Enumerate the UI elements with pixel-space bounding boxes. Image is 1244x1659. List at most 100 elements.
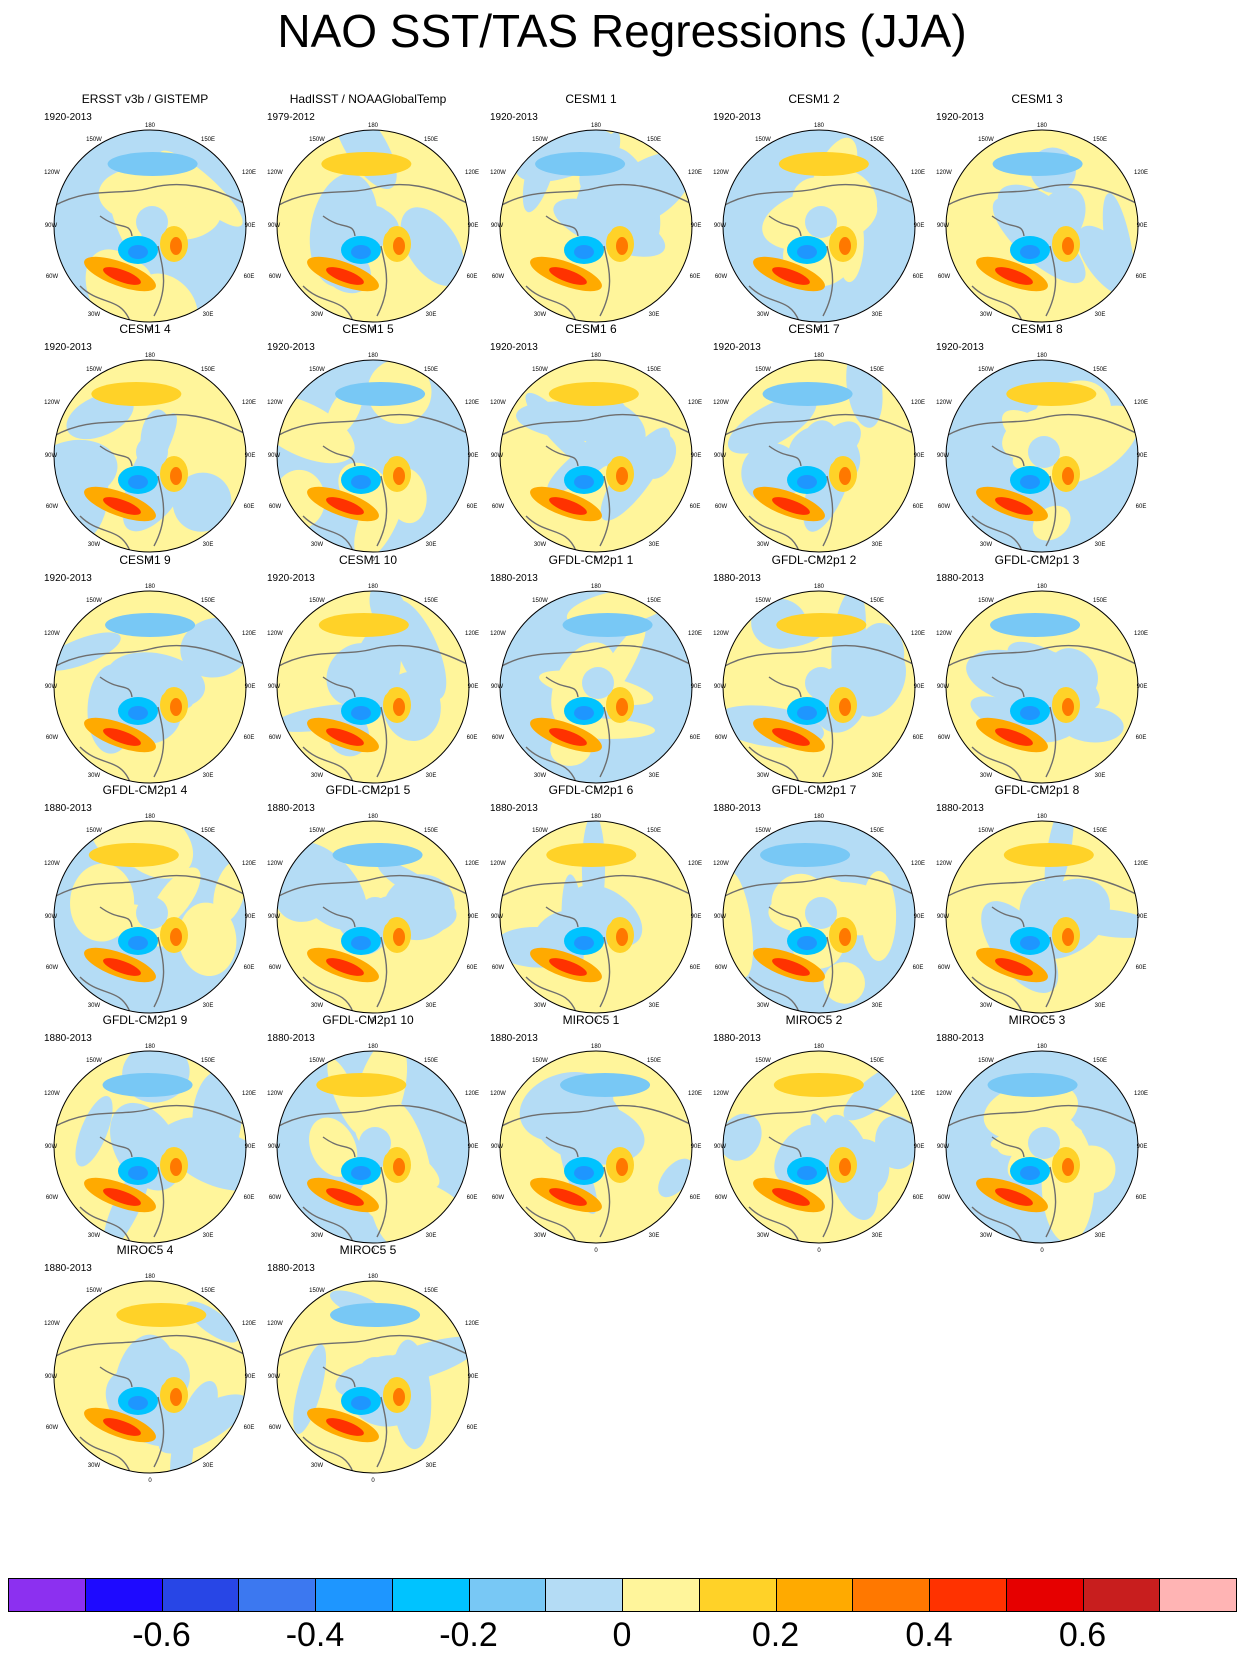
map-panel: MIROC5 2 180 150W 150E 120W 120E 90W 90E 60W 60E 3… bbox=[709, 1013, 945, 1258]
longitude-label: 30E bbox=[203, 773, 214, 779]
longitude-label: 30E bbox=[649, 1003, 660, 1009]
panel-period: 1920-2013 bbox=[936, 342, 984, 353]
longitude-label: 60W bbox=[715, 735, 728, 741]
polar-map: 180 150W 150E 120W 120E 90W 90E 60W 60E 30W 30E 0 bbox=[936, 584, 1148, 794]
colorbar-cell bbox=[852, 1578, 930, 1612]
longitude-label: 60E bbox=[467, 274, 478, 280]
longitude-label: 30E bbox=[203, 1463, 214, 1469]
map-panel: GFDL-CM2p1 8 180 150W 150E 120W 120E 90W 90E 60W… bbox=[932, 783, 1168, 1028]
longitude-label: 120W bbox=[44, 631, 60, 637]
longitude-label: 60E bbox=[913, 735, 924, 741]
longitude-label: 120E bbox=[1134, 631, 1148, 637]
polar-map: 180 150W 150E 120W 120E 90W 90E 60W 60E 30W 30E 0 bbox=[713, 1044, 925, 1254]
longitude-label: 120E bbox=[465, 400, 479, 406]
polar-map: 180 150W 150E 120W 120E 90W 90E 60W 60E 30W 30E 0 bbox=[44, 123, 256, 333]
colorbar-cell bbox=[1082, 1578, 1161, 1612]
longitude-label: 180 bbox=[145, 123, 156, 129]
longitude-label: 120W bbox=[44, 400, 60, 406]
longitude-label: 90E bbox=[245, 453, 256, 459]
longitude-label: 90E bbox=[468, 223, 479, 229]
longitude-label: 180 bbox=[591, 584, 602, 590]
longitude-label: 60E bbox=[244, 735, 255, 741]
longitude-label: 90W bbox=[491, 684, 504, 690]
polar-map: 180 150W 150E 120W 120E 90W 90E 60W 60E 30W 30E 0 bbox=[936, 814, 1148, 1024]
longitude-label: 90W bbox=[268, 1144, 281, 1150]
panel-period: 1880-2013 bbox=[44, 803, 92, 814]
longitude-label: 120W bbox=[713, 861, 729, 867]
longitude-label: 150E bbox=[647, 137, 661, 143]
longitude-label: 0 bbox=[148, 788, 152, 794]
longitude-label: 90E bbox=[914, 684, 925, 690]
colorbar-cell bbox=[545, 1578, 623, 1612]
longitude-label: 60E bbox=[1136, 274, 1147, 280]
longitude-label: 90E bbox=[468, 914, 479, 920]
map-panel: GFDL-CM2p1 10 180 150W 150E 120W 120E 90W 90E 60… bbox=[263, 1013, 499, 1258]
map-panel: GFDL-CM2p1 3 180 150W 150E 120W 120E 90W 90E 60W… bbox=[932, 553, 1168, 798]
longitude-label: 150E bbox=[647, 828, 661, 834]
longitude-label: 30W bbox=[311, 312, 324, 318]
longitude-label: 120E bbox=[911, 1091, 925, 1097]
longitude-label: 60E bbox=[690, 274, 701, 280]
map-panel: GFDL-CM2p1 9 180 150W 150E 120W 120E 90W 90E 60W… bbox=[40, 1013, 276, 1258]
longitude-label: 30W bbox=[534, 312, 547, 318]
map-panel: MIROC5 5 180 150W 150E 120W 120E 90W 90E 60W 60E 3… bbox=[263, 1243, 499, 1488]
longitude-label: 90E bbox=[914, 1144, 925, 1150]
longitude-label: 150W bbox=[309, 598, 325, 604]
longitude-label: 30W bbox=[980, 1233, 993, 1239]
longitude-label: 0 bbox=[148, 1478, 152, 1484]
longitude-label: 90E bbox=[245, 223, 256, 229]
longitude-label: 90W bbox=[268, 453, 281, 459]
panel-title: CESM1 8 bbox=[1011, 322, 1063, 336]
longitude-label: 120W bbox=[267, 170, 283, 176]
polar-map: 180 150W 150E 120W 120E 90W 90E 60W 60E 30W 30E 0 bbox=[44, 1274, 256, 1484]
panel-title: MIROC5 3 bbox=[1008, 1013, 1066, 1027]
longitude-label: 60E bbox=[244, 504, 255, 510]
longitude-label: 90W bbox=[268, 684, 281, 690]
panel-title: CESM1 7 bbox=[788, 322, 840, 336]
longitude-label: 180 bbox=[368, 123, 379, 129]
longitude-label: 150W bbox=[532, 828, 548, 834]
longitude-label: 30W bbox=[980, 312, 993, 318]
longitude-label: 120W bbox=[267, 400, 283, 406]
longitude-label: 120W bbox=[267, 1091, 283, 1097]
longitude-label: 60W bbox=[269, 1195, 282, 1201]
longitude-label: 150E bbox=[424, 828, 438, 834]
longitude-label: 30W bbox=[88, 773, 101, 779]
map-panel: MIROC5 4 180 150W 150E 120W 120E 90W 90E 60W 60E 3… bbox=[40, 1243, 276, 1488]
longitude-label: 150W bbox=[755, 137, 771, 143]
longitude-label: 90W bbox=[45, 453, 58, 459]
panel-period: 1920-2013 bbox=[936, 112, 984, 123]
longitude-label: 120E bbox=[911, 861, 925, 867]
longitude-label: 180 bbox=[1037, 584, 1048, 590]
longitude-label: 0 bbox=[371, 557, 375, 563]
longitude-label: 0 bbox=[148, 1248, 152, 1254]
colorbar-cell bbox=[1159, 1578, 1237, 1612]
longitude-label: 180 bbox=[145, 814, 156, 820]
map-panel: MIROC5 1 180 150W 150E 120W 120E 90W 90E 60W 60E 3… bbox=[486, 1013, 722, 1258]
longitude-label: 180 bbox=[1037, 353, 1048, 359]
longitude-label: 120E bbox=[1134, 170, 1148, 176]
longitude-label: 150W bbox=[86, 598, 102, 604]
longitude-label: 120E bbox=[688, 170, 702, 176]
longitude-label: 120E bbox=[688, 1091, 702, 1097]
longitude-label: 60W bbox=[492, 274, 505, 280]
longitude-label: 0 bbox=[1040, 1248, 1044, 1254]
longitude-label: 30E bbox=[426, 312, 437, 318]
longitude-label: 90E bbox=[245, 914, 256, 920]
longitude-label: 120E bbox=[242, 1321, 256, 1327]
longitude-label: 60E bbox=[690, 735, 701, 741]
polar-map: 180 150W 150E 120W 120E 90W 90E 60W 60E 30W 30E 0 bbox=[490, 584, 702, 794]
colorbar-cell bbox=[775, 1578, 854, 1612]
longitude-label: 180 bbox=[1037, 814, 1048, 820]
longitude-label: 60E bbox=[467, 1425, 478, 1431]
polar-map: 180 150W 150E 120W 120E 90W 90E 60W 60E 30W 30E 0 bbox=[267, 123, 479, 333]
longitude-label: 60W bbox=[938, 274, 951, 280]
longitude-label: 30W bbox=[311, 773, 324, 779]
polar-map: 180 150W 150E 120W 120E 90W 90E 60W 60E 30W 30E 0 bbox=[44, 353, 256, 563]
longitude-label: 180 bbox=[814, 584, 825, 590]
longitude-label: 60E bbox=[913, 274, 924, 280]
colorbar-cell bbox=[238, 1578, 316, 1612]
longitude-label: 120W bbox=[267, 631, 283, 637]
longitude-label: 150W bbox=[978, 1058, 994, 1064]
polar-map: 180 150W 150E 120W 120E 90W 90E 60W 60E 30W 30E 0 bbox=[267, 353, 479, 563]
